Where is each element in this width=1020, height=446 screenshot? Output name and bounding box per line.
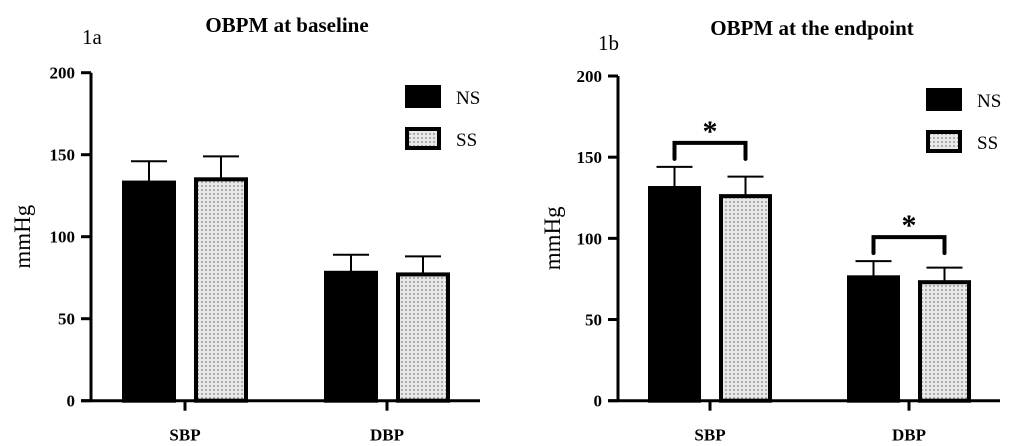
legend-label: SS [977, 133, 998, 154]
bar-ss-sbp [194, 177, 248, 403]
legend-label: NS [977, 91, 1001, 112]
legend-label: SS [456, 130, 477, 151]
x-tick-label: SBP [169, 426, 200, 445]
y-tick-label: 100 [50, 228, 76, 247]
chart-title: OBPM at the endpoint [710, 16, 914, 40]
y-tick-label: 50 [58, 310, 75, 329]
x-tick-label: SBP [694, 426, 725, 445]
y-tick-label: 0 [67, 392, 76, 411]
legend-label: NS [456, 88, 480, 109]
bar-ns-sbp [648, 186, 701, 403]
bar-ss-dbp [396, 272, 450, 403]
x-tick-label: DBP [892, 426, 926, 445]
y-tick-label: 100 [577, 229, 603, 248]
bar-ss-dbp [918, 280, 971, 403]
significance-bracket [871, 235, 947, 256]
panel-label: 1a [82, 25, 103, 49]
bar-ns-dbp [324, 270, 378, 403]
y-tick-label: 150 [577, 148, 603, 167]
panel-label: 1b [598, 31, 619, 55]
bar-ss-sbp [719, 194, 772, 403]
y-axis-label: mmHg [540, 206, 565, 270]
significance-bracket [672, 140, 748, 161]
y-tick-label: 200 [577, 67, 603, 86]
legend-swatch-ns [405, 85, 441, 108]
x-tick-label: DBP [370, 426, 404, 445]
bar-ns-sbp [122, 180, 176, 403]
legend-swatch-ns [926, 88, 962, 111]
y-tick-label: 150 [50, 146, 76, 165]
chart-title: OBPM at baseline [205, 13, 368, 37]
y-tick-label: 200 [50, 64, 76, 83]
legend-swatch-ss [926, 130, 962, 153]
legend-swatch-ss [405, 127, 441, 150]
bar-ns-dbp [847, 275, 900, 403]
y-axis-label: mmHg [10, 204, 35, 268]
significance-star: * [902, 209, 917, 242]
significance-star: * [703, 115, 718, 148]
y-tick-label: 0 [594, 392, 603, 411]
y-tick-label: 50 [585, 311, 602, 330]
